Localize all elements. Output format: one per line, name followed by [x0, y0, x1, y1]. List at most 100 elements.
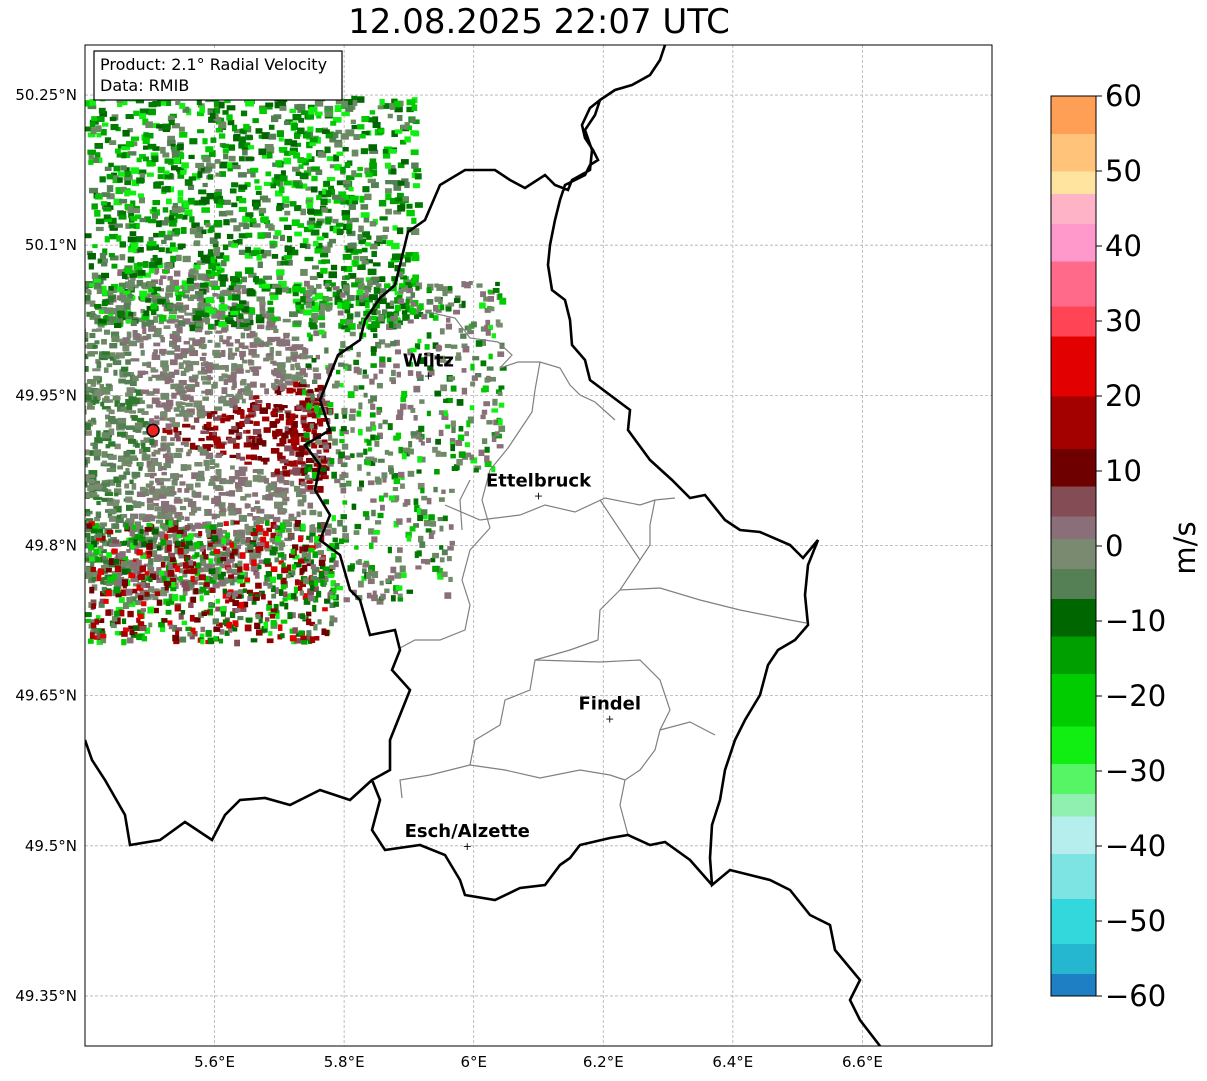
- radar-echo-pixel: [326, 176, 336, 182]
- radar-echo-pixel: [166, 527, 173, 533]
- colorbar-segment: [1051, 816, 1096, 854]
- radar-echo-pixel: [139, 173, 146, 179]
- radar-echo-pixel: [426, 410, 431, 417]
- radar-echo-pixel: [204, 575, 209, 583]
- radar-echo-pixel: [113, 476, 122, 483]
- radar-echo-pixel: [165, 399, 174, 407]
- radar-echo-pixel: [183, 585, 190, 592]
- radar-echo-pixel: [441, 571, 448, 578]
- radar-echo-pixel: [175, 413, 182, 417]
- radar-echo-pixel: [285, 412, 290, 419]
- radar-echo-pixel: [368, 117, 376, 123]
- radar-echo-pixel: [60, 365, 66, 368]
- radar-echo-pixel: [399, 262, 407, 267]
- radar-echo-pixel: [450, 420, 456, 427]
- radar-echo-pixel: [491, 408, 498, 413]
- radar-echo-pixel: [0, 454, 6, 459]
- radar-echo-pixel: [152, 534, 159, 540]
- radar-echo-pixel: [176, 529, 184, 535]
- radar-echo-pixel: [345, 175, 355, 181]
- radar-echo-pixel: [75, 498, 81, 503]
- radar-echo-pixel: [193, 264, 201, 270]
- radar-echo-pixel: [190, 377, 198, 383]
- radar-echo-pixel: [15, 500, 21, 506]
- radar-echo-pixel: [372, 590, 377, 597]
- radar-echo-pixel: [171, 279, 179, 287]
- radar-echo-pixel: [141, 454, 151, 461]
- radar-echo-pixel: [37, 460, 41, 465]
- radar-echo-pixel: [117, 269, 126, 275]
- radar-echo-pixel: [424, 344, 430, 350]
- radar-echo-pixel: [283, 120, 290, 126]
- radar-echo-pixel: [410, 149, 419, 156]
- radar-echo-pixel: [135, 592, 141, 599]
- radar-echo-pixel: [87, 402, 93, 408]
- radar-echo-pixel: [219, 579, 225, 587]
- radar-echo-pixel: [187, 501, 197, 508]
- radar-echo-pixel: [328, 408, 333, 416]
- radar-echo-pixel: [378, 423, 383, 429]
- radar-echo-pixel: [426, 287, 432, 293]
- radar-echo-pixel: [377, 128, 385, 134]
- radar-echo-pixel: [387, 423, 393, 431]
- radar-echo-pixel: [133, 222, 140, 229]
- radar-echo-pixel: [396, 227, 404, 235]
- radar-echo-pixel: [152, 607, 159, 614]
- radar-echo-pixel: [43, 512, 51, 516]
- radar-echo-pixel: [272, 387, 282, 391]
- radar-echo-pixel: [347, 364, 352, 372]
- radar-echo-pixel: [206, 435, 216, 441]
- radar-echo-pixel: [455, 440, 463, 446]
- radar-echo-pixel: [5, 425, 10, 429]
- radar-echo-pixel: [241, 359, 248, 364]
- radar-echo-pixel: [160, 561, 166, 568]
- radar-echo-pixel: [394, 100, 401, 108]
- radar-echo-pixel: [169, 333, 178, 340]
- radar-echo-pixel: [76, 388, 84, 394]
- radar-echo-pixel: [142, 362, 150, 367]
- radar-echo-pixel: [26, 326, 33, 333]
- radar-echo-pixel: [357, 283, 365, 290]
- radar-echo-pixel: [311, 423, 318, 430]
- radar-echo-pixel: [94, 635, 100, 640]
- radar-echo-pixel: [294, 579, 300, 586]
- radar-echo-pixel: [272, 408, 278, 413]
- radar-echo-pixel: [136, 177, 144, 184]
- radar-echo-pixel: [174, 345, 181, 352]
- radar-echo-pixel: [209, 237, 218, 244]
- radar-echo-pixel: [271, 253, 279, 259]
- radar-echo-pixel: [470, 457, 478, 464]
- radar-echo-pixel: [198, 612, 204, 618]
- radar-echo-pixel: [110, 331, 120, 338]
- radar-echo-pixel: [418, 436, 423, 443]
- radar-echo-pixel: [396, 371, 402, 378]
- radar-echo-pixel: [189, 228, 198, 235]
- radar-echo-pixel: [85, 337, 89, 342]
- radar-echo-pixel: [363, 392, 368, 398]
- radar-echo-pixel: [250, 167, 259, 173]
- radar-echo-pixel: [148, 261, 158, 268]
- radar-echo-pixel: [269, 537, 275, 543]
- radar-echo-pixel: [292, 289, 299, 297]
- radar-echo-pixel: [432, 342, 439, 349]
- radar-echo-pixel: [139, 589, 149, 597]
- radar-echo-pixel: [166, 486, 175, 492]
- radar-echo-pixel: [438, 429, 444, 437]
- radar-echo-pixel: [291, 249, 299, 256]
- radar-echo-pixel: [159, 523, 166, 528]
- radar-echo-pixel: [437, 573, 444, 580]
- radar-echo-pixel: [128, 601, 136, 607]
- radar-echo-pixel: [341, 325, 349, 330]
- radar-echo-pixel: [244, 577, 251, 582]
- radar-echo-pixel: [283, 255, 293, 260]
- radar-echo-pixel: [341, 471, 346, 477]
- radar-echo-pixel: [31, 461, 38, 465]
- radar-echo-pixel: [125, 504, 133, 511]
- radar-echo-pixel: [170, 577, 177, 585]
- radar-echo-pixel: [209, 524, 216, 530]
- radar-echo-pixel: [284, 410, 292, 414]
- radar-echo-pixel: [175, 436, 181, 442]
- radar-echo-pixel: [461, 281, 466, 288]
- radar-echo-pixel: [146, 503, 155, 511]
- radar-echo-pixel: [297, 103, 306, 111]
